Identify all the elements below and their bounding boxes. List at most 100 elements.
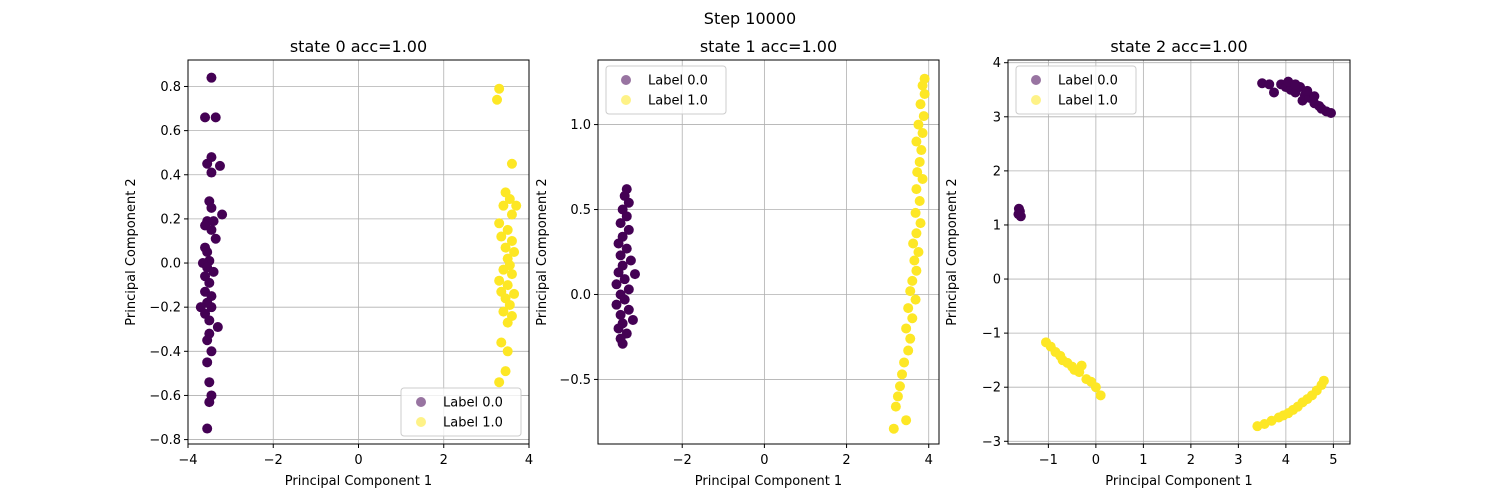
data-point	[502, 317, 513, 328]
data-point	[494, 83, 505, 94]
data-point	[911, 184, 922, 195]
y-tick-label: −2	[982, 381, 1001, 396]
data-point	[623, 304, 634, 315]
data-point	[502, 280, 513, 291]
data-point	[1095, 390, 1106, 401]
data-point	[498, 200, 509, 211]
y-axis-label: Principal Component 2	[945, 178, 960, 325]
plot-title: state 0 acc=1.00	[290, 37, 427, 56]
data-point	[212, 322, 223, 333]
series-0	[195, 72, 228, 434]
data-point	[506, 235, 517, 246]
data-point	[915, 99, 926, 110]
data-point	[208, 266, 219, 277]
y-tick-label: 0.4	[160, 168, 181, 183]
y-tick-label: 0.0	[570, 288, 591, 303]
data-point	[1015, 211, 1026, 222]
x-tick-label: 2	[842, 453, 850, 468]
data-point	[625, 255, 636, 266]
data-point	[502, 224, 513, 235]
axes-frame	[597, 59, 940, 445]
data-point	[496, 337, 507, 348]
data-point	[504, 194, 515, 205]
x-tick-label: 1	[1139, 453, 1147, 468]
legend-marker	[1031, 95, 1041, 105]
y-axis-label: Principal Component 2	[124, 178, 139, 325]
y-tick-label: −1	[982, 327, 1001, 342]
legend-label: Label 1.0	[1058, 94, 1118, 109]
data-point	[1326, 108, 1336, 119]
data-point	[911, 228, 922, 239]
legend: Label 0.0 Label 1.0	[605, 65, 727, 115]
data-point	[627, 314, 638, 325]
data-point	[914, 196, 925, 207]
data-point	[204, 397, 215, 408]
x-tick-label: −4	[178, 453, 197, 468]
data-point	[498, 306, 509, 317]
legend-marker	[416, 397, 426, 407]
data-point	[892, 391, 903, 402]
data-point	[611, 279, 622, 290]
data-point	[1269, 87, 1279, 98]
data-point	[492, 94, 503, 105]
legend-label: Label 0.0	[1058, 74, 1118, 89]
series-1	[492, 83, 522, 388]
data-point	[1264, 79, 1275, 90]
y-tick-label: 0.0	[160, 257, 181, 272]
data-point	[494, 218, 505, 229]
plot-0: −4 −2 0 2 4 −0.8 −0.6 −0.4 −0.2 0.0 0.2 0.4 0.6 0.8 st…	[124, 37, 533, 489]
data-point	[623, 197, 634, 208]
x-axis-label: Principal Component 1	[285, 474, 432, 489]
data-point	[204, 277, 215, 288]
data-point	[509, 288, 520, 299]
x-tick-label: −1	[1039, 453, 1058, 468]
data-point	[509, 247, 520, 257]
x-tick-label: −2	[264, 453, 283, 468]
series-1	[1041, 337, 1329, 432]
data-point	[908, 238, 919, 249]
legend-label: Label 1.0	[443, 416, 503, 431]
data-point	[206, 302, 217, 313]
data-point	[206, 224, 217, 235]
data-point	[1090, 382, 1101, 393]
data-point	[506, 158, 517, 169]
series-1	[888, 73, 930, 434]
y-tick-label: 0	[993, 273, 1001, 288]
data-point	[897, 369, 908, 380]
y-tick-label: 0.5	[570, 203, 591, 218]
plot-title: state 2 acc=1.00	[1110, 37, 1247, 56]
y-tick-label: 4	[993, 56, 1001, 71]
data-point	[894, 381, 905, 392]
data-point	[615, 250, 626, 261]
data-point	[899, 357, 910, 368]
data-point	[910, 207, 921, 218]
x-tick-label: 2	[1187, 453, 1195, 468]
y-tick-label: −0.6	[149, 389, 181, 404]
data-point	[200, 112, 211, 123]
data-point	[502, 346, 513, 357]
y-tick-label: 1	[993, 218, 1001, 233]
y-tick-label: 1.0	[570, 118, 591, 133]
x-tick-label: −2	[673, 453, 692, 468]
data-point	[494, 377, 505, 388]
data-point	[206, 72, 217, 83]
data-point	[621, 211, 632, 222]
data-point	[613, 267, 624, 278]
axes-frame	[1007, 59, 1351, 445]
data-point	[617, 338, 628, 349]
y-tick-label: −0.4	[149, 345, 181, 360]
data-point	[901, 323, 912, 334]
data-point	[217, 209, 228, 220]
data-point	[613, 238, 624, 249]
x-tick-label: 4	[1282, 453, 1290, 468]
data-point	[911, 136, 922, 147]
data-point	[912, 167, 923, 178]
y-tick-label: 0.2	[160, 212, 181, 227]
data-point	[202, 357, 213, 368]
data-point	[916, 145, 927, 156]
plot-title: state 1 acc=1.00	[700, 37, 837, 56]
data-point	[615, 309, 626, 320]
data-point	[202, 335, 213, 346]
data-point	[204, 377, 215, 388]
